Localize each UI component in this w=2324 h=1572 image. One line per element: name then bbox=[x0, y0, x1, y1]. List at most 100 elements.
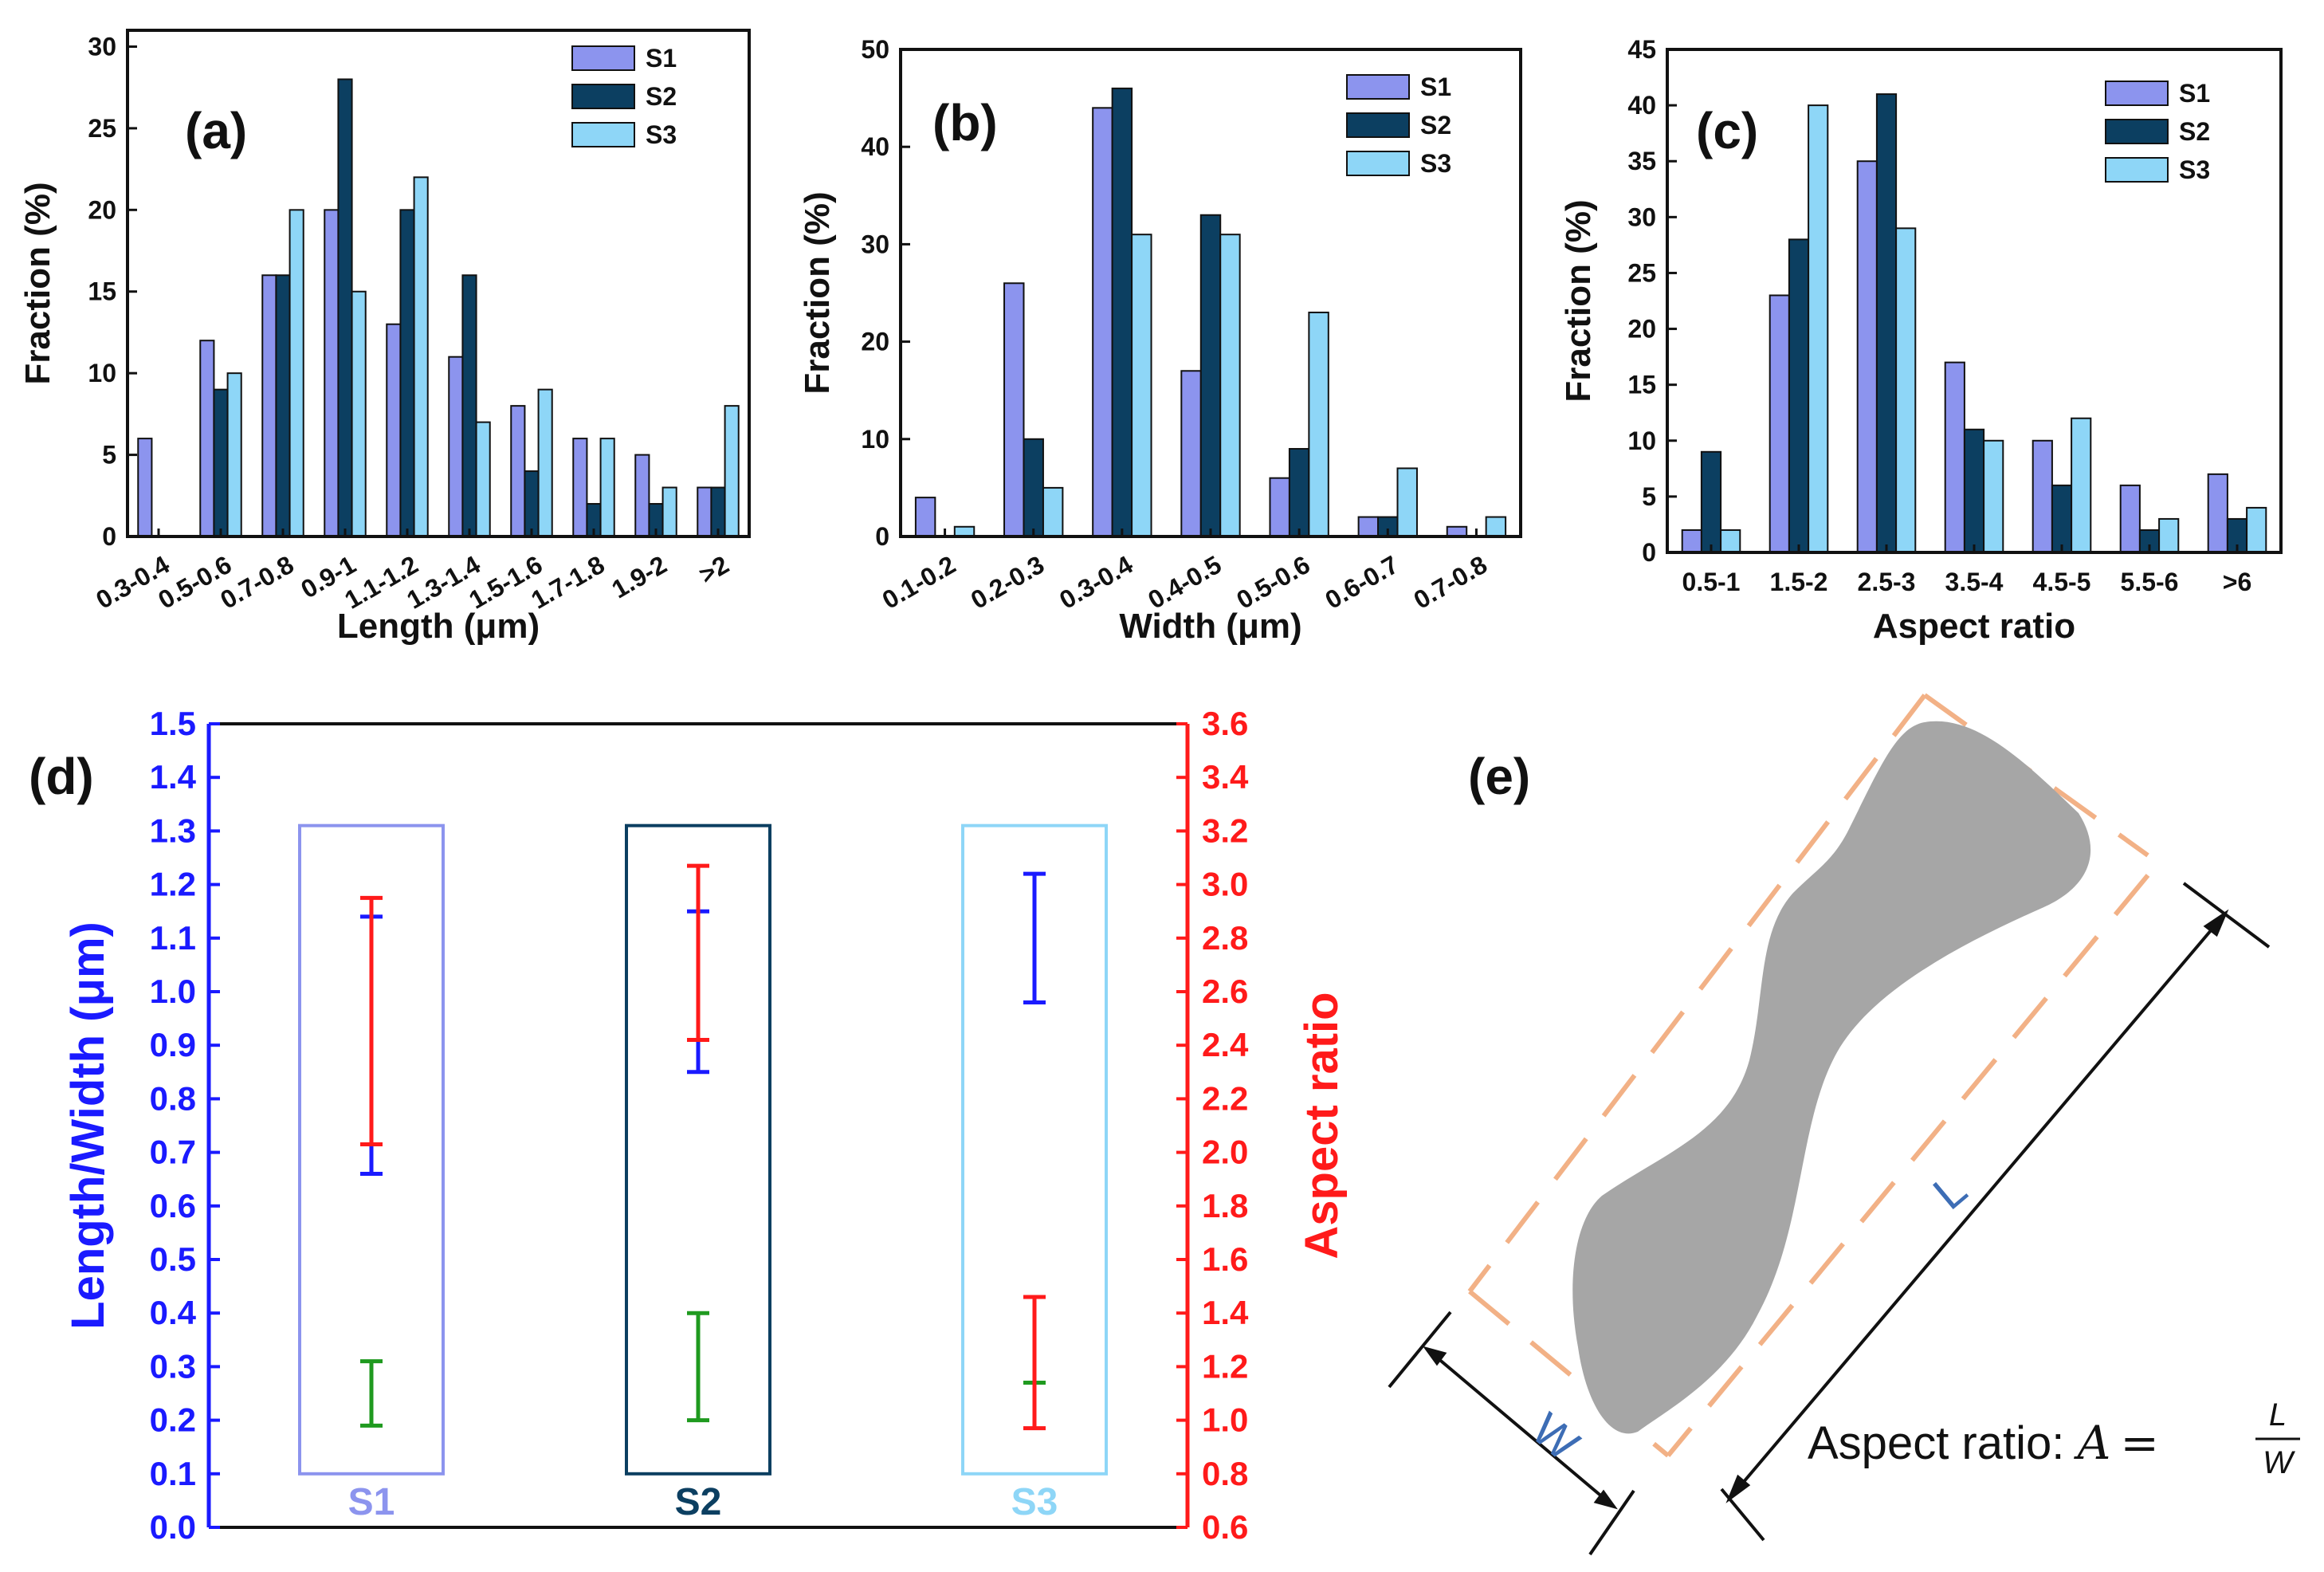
y-tick-label: 20 bbox=[1627, 315, 1656, 344]
legend-label-s1: S1 bbox=[1420, 73, 1451, 101]
y-axis-title: Fraction (%) bbox=[18, 182, 57, 384]
bar-s3-1 bbox=[1808, 104, 1829, 554]
bar-s2-5 bbox=[461, 274, 477, 537]
y-axis-title: Fraction (%) bbox=[1559, 199, 1598, 402]
left-y-tick-label: 0.2 bbox=[150, 1401, 196, 1439]
x-axis-title: Width (μm) bbox=[1119, 607, 1301, 646]
legend-label-s3: S3 bbox=[646, 120, 677, 149]
bar-s3-0 bbox=[1720, 529, 1741, 554]
bar-s2-4 bbox=[1288, 448, 1310, 538]
bar-s1-3 bbox=[1180, 370, 1202, 538]
y-tick-label: 30 bbox=[88, 32, 116, 61]
bar-s3-7 bbox=[599, 438, 615, 538]
bar-s1-1 bbox=[199, 340, 215, 537]
x-tick-label: 0.7-0.8 bbox=[215, 550, 298, 615]
legend-swatch-s2 bbox=[571, 84, 635, 109]
bar-s1-2 bbox=[1856, 160, 1878, 553]
bar-s3-3 bbox=[1983, 439, 2004, 553]
x-axis-title: Length (μm) bbox=[337, 607, 540, 646]
left-y-tick-label: 0.0 bbox=[150, 1508, 196, 1546]
right-y-tick-label: 1.6 bbox=[1202, 1240, 1248, 1278]
legend-swatch-s1 bbox=[571, 45, 635, 71]
bar-s3-5 bbox=[475, 421, 491, 538]
guide-bottom bbox=[1468, 1289, 1670, 1458]
bar-s3-2 bbox=[289, 209, 304, 537]
bar-s3-9 bbox=[724, 405, 740, 537]
length-label: L bbox=[1924, 1163, 1977, 1220]
x-axis-title: Aspect ratio bbox=[1873, 607, 2075, 646]
guide-top bbox=[1923, 693, 2149, 858]
sample-box-s2 bbox=[625, 823, 771, 1476]
x-tick-label: 0.7-0.8 bbox=[1409, 550, 1492, 615]
bar-s2-2 bbox=[275, 274, 291, 537]
equation-equals: = bbox=[2120, 1416, 2159, 1470]
bar-s3-6 bbox=[2246, 506, 2267, 554]
bar-s1-4 bbox=[1269, 477, 1290, 537]
legend-swatch-s1 bbox=[1346, 74, 1410, 100]
bar-s3-1 bbox=[1042, 486, 1064, 538]
left-y-tick-label: 0.5 bbox=[150, 1240, 196, 1278]
right-y-tick-label: 2.6 bbox=[1202, 973, 1248, 1010]
right-y-tick-label: 1.4 bbox=[1202, 1294, 1249, 1331]
x-tick-label: 5.5-6 bbox=[2121, 568, 2179, 596]
right-y-tick-label: 0.6 bbox=[1202, 1508, 1248, 1546]
y-tick-label: 50 bbox=[861, 35, 889, 64]
right-y-tick-label: 3.6 bbox=[1202, 705, 1248, 742]
bar-s1-0 bbox=[137, 438, 153, 538]
x-tick-label: 3.5-4 bbox=[1945, 568, 2004, 596]
bar-s2-4 bbox=[399, 209, 415, 537]
left-y-tick-label: 1.5 bbox=[150, 705, 196, 742]
bar-s1-2 bbox=[1092, 107, 1113, 537]
bar-s3-4 bbox=[1308, 311, 1329, 537]
y-tick-label: 5 bbox=[1642, 482, 1656, 511]
bar-s2-2 bbox=[1875, 93, 1898, 554]
x-tick-label: 1.5-2 bbox=[1770, 568, 1828, 596]
y-tick-label: 10 bbox=[1627, 426, 1656, 455]
y-tick-label: 0 bbox=[1642, 538, 1656, 567]
length-arrowhead-bottom bbox=[1725, 1474, 1751, 1503]
x-tick-label: 0.1-0.2 bbox=[877, 550, 960, 615]
bar-s3-6 bbox=[1485, 516, 1507, 537]
x-tick-label: 0.5-0.6 bbox=[1231, 550, 1314, 615]
panel-c-aspect-ratio-histogram: 0 5 10 15 20 25 30 35 40 45 0.5-1 1.5-2 2.5-3 3.5-4 4.… bbox=[1559, 35, 2283, 646]
bar-s2-6 bbox=[524, 470, 540, 537]
right-y-tick-label: 3.4 bbox=[1202, 758, 1249, 796]
x-tick-label: 0.3-0.4 bbox=[1054, 550, 1137, 615]
bar-s2-0 bbox=[1700, 450, 1722, 553]
equation-denominator: W bbox=[2263, 1445, 2295, 1480]
panel-letter: (b) bbox=[932, 94, 998, 151]
y-tick-label: 15 bbox=[1627, 371, 1656, 399]
y-tick-label: 40 bbox=[1627, 91, 1656, 120]
bar-s2-3 bbox=[337, 78, 353, 538]
x-tick-label: 0.6-0.7 bbox=[1321, 550, 1403, 615]
bar-s3-6 bbox=[537, 388, 553, 538]
bar-s1-5 bbox=[2119, 484, 2141, 553]
width-label: W bbox=[1522, 1403, 1589, 1471]
bar-s2-1 bbox=[1023, 438, 1044, 537]
bar-s2-1 bbox=[1788, 238, 1810, 553]
plot-frame bbox=[126, 29, 751, 538]
left-axis-title: Length/Width (μm) bbox=[62, 922, 114, 1330]
width-extension-right bbox=[1588, 1489, 1635, 1556]
y-tick-label: 45 bbox=[1627, 35, 1656, 64]
bar-s2-4 bbox=[2051, 484, 2073, 553]
y-tick-label: 30 bbox=[861, 230, 889, 258]
bar-s1-0 bbox=[1681, 529, 1702, 554]
bar-s2-2 bbox=[1111, 87, 1133, 537]
sample-label-s2: S2 bbox=[675, 1481, 722, 1523]
bar-s1-6 bbox=[2207, 473, 2228, 553]
bar-s2-1 bbox=[213, 388, 229, 538]
bar-s3-4 bbox=[2071, 417, 2092, 553]
left-y-tick-label: 1.0 bbox=[150, 973, 196, 1010]
bar-s1-1 bbox=[1003, 282, 1025, 537]
bar-s1-9 bbox=[697, 486, 713, 538]
bar-s3-3 bbox=[1219, 234, 1241, 537]
bar-s3-2 bbox=[1895, 227, 1917, 553]
bar-s1-0 bbox=[914, 497, 936, 537]
y-tick-label: 10 bbox=[861, 425, 889, 454]
equation-text: Aspect ratio: A = bbox=[1808, 1416, 2159, 1470]
left-y-tick-label: 0.7 bbox=[150, 1134, 196, 1171]
panel-d-error-bar-chart: (d) 0.0 0.1 0.2 0.3 0.4 0.5 0.6 0.7 0.8 0.9 1.0 1.1 1… bbox=[29, 705, 1348, 1546]
panel-letter: (c) bbox=[1696, 102, 1758, 159]
